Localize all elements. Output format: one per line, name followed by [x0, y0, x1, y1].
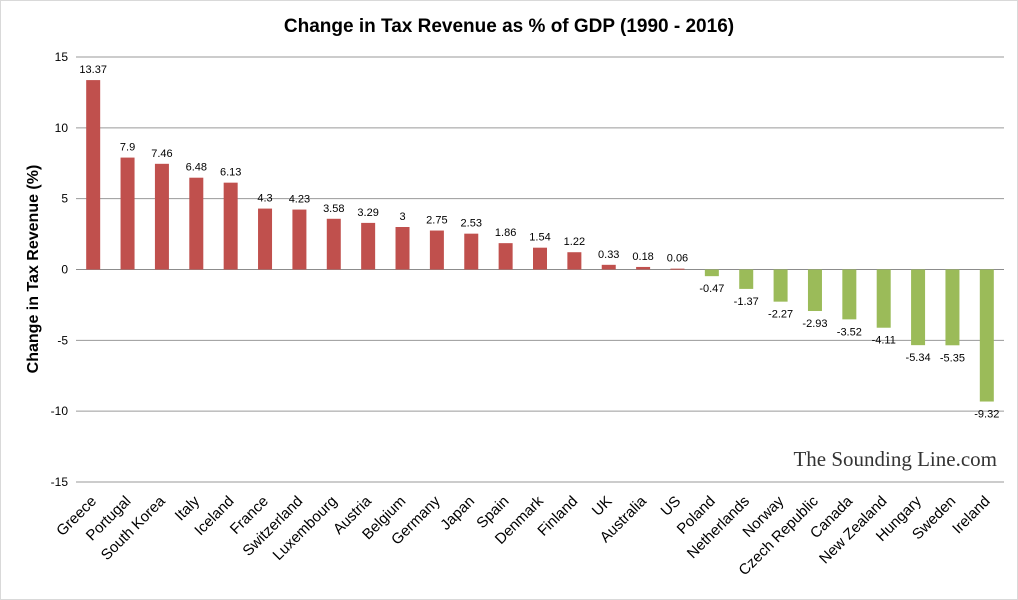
bar	[601, 264, 616, 270]
data-label: 3.29	[357, 207, 378, 219]
bars	[86, 80, 994, 402]
bar	[154, 163, 169, 270]
data-label: 6.13	[220, 167, 241, 179]
y-axis-ticks: 15 10 5 0 -5 -10 -15	[51, 50, 69, 489]
bar	[773, 269, 788, 302]
data-label: 2.53	[461, 218, 482, 230]
gridlines	[76, 56, 1004, 483]
category-label: Japan	[437, 493, 478, 534]
data-label: 0.33	[598, 249, 619, 261]
data-label: 3.58	[323, 203, 344, 215]
data-label: -3.52	[837, 326, 862, 338]
bar	[670, 268, 685, 270]
data-label: 7.46	[151, 148, 172, 160]
data-label: 0.06	[667, 253, 688, 265]
data-label: 4.23	[289, 194, 310, 206]
bar	[945, 269, 960, 346]
y-tick-label: 15	[55, 50, 69, 64]
data-label: -2.93	[802, 318, 827, 330]
y-tick-label: 10	[55, 121, 69, 135]
data-label: 13.37	[79, 64, 107, 76]
data-label: -9.32	[974, 409, 999, 421]
category-label: Iceland	[191, 493, 237, 539]
data-label: 1.22	[564, 236, 585, 248]
data-label: 2.75	[426, 215, 447, 227]
bar	[876, 269, 891, 328]
bar	[842, 269, 857, 320]
watermark: The Sounding Line.com	[793, 447, 997, 471]
data-label: 7.9	[120, 142, 135, 154]
bar	[533, 247, 547, 270]
bar	[636, 266, 651, 270]
bar	[567, 252, 582, 270]
data-label: -1.37	[734, 296, 759, 308]
bar	[979, 269, 994, 402]
bar	[189, 177, 204, 270]
bar	[498, 243, 513, 270]
y-tick-label: -10	[51, 404, 69, 418]
data-label: 3	[399, 211, 405, 223]
bar	[395, 227, 410, 270]
data-label: -5.34	[906, 352, 931, 364]
bar	[911, 269, 926, 346]
data-label: 0.18	[632, 251, 653, 263]
bar	[739, 269, 754, 289]
data-label: -0.47	[699, 283, 724, 295]
bar	[429, 230, 444, 270]
chart-title: Change in Tax Revenue as % of GDP (1990 …	[284, 16, 734, 37]
y-axis-label: Change in Tax Revenue (%)	[25, 165, 42, 374]
bar	[704, 269, 719, 277]
bar	[361, 222, 376, 270]
bar	[464, 233, 479, 270]
bar	[292, 209, 307, 270]
data-label: -2.27	[768, 309, 793, 321]
bar	[258, 208, 273, 270]
data-labels: 13.37 7.9 7.46 6.48 6.13 4.3 4.23 3.58 3.29 3 2.75…	[79, 64, 999, 420]
data-label: 4.3	[257, 193, 272, 205]
bar	[223, 182, 238, 270]
category-label: US	[658, 493, 685, 520]
bar	[120, 157, 135, 270]
y-tick-label: -5	[57, 333, 68, 347]
data-label: 1.54	[529, 232, 550, 244]
y-tick-label: -15	[51, 475, 69, 489]
y-tick-label: 0	[61, 263, 68, 277]
data-label: -5.35	[940, 352, 965, 364]
data-label: 6.48	[186, 162, 207, 174]
data-label: -4.11	[872, 335, 896, 347]
category-label: UK	[589, 493, 616, 520]
bar	[86, 80, 101, 270]
category-label: Ireland	[949, 493, 993, 537]
data-label: 1.86	[495, 227, 516, 239]
bar	[807, 269, 822, 312]
bar	[326, 218, 341, 270]
y-tick-label: 5	[61, 192, 68, 206]
